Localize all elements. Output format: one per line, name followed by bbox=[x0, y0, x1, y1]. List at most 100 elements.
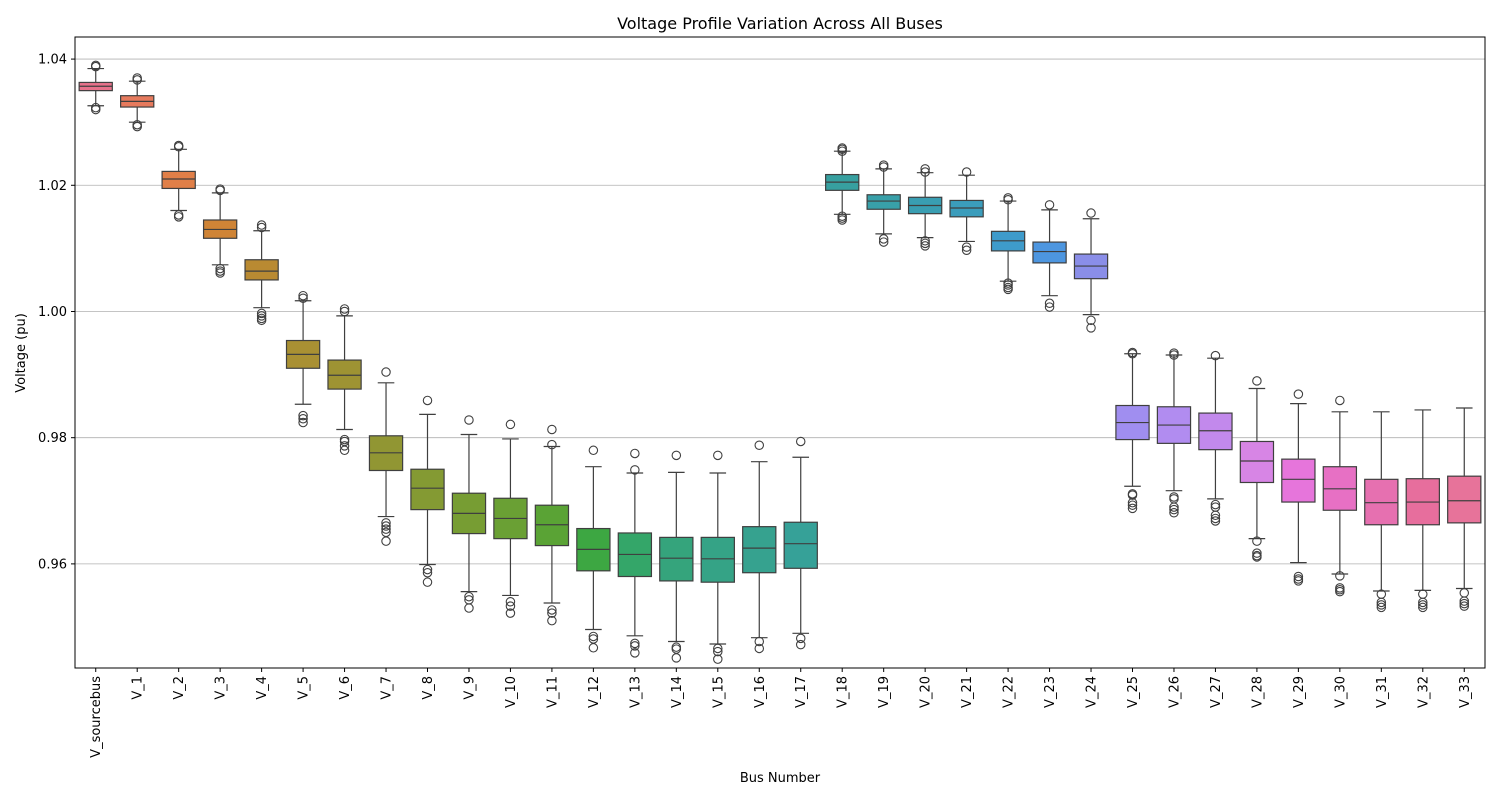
box-V_21 bbox=[949, 167, 984, 256]
outlier-point bbox=[588, 631, 599, 642]
outlier-point bbox=[1127, 347, 1138, 358]
outlier-point bbox=[1335, 395, 1345, 406]
outlier-point bbox=[1376, 600, 1387, 610]
box-V_14 bbox=[659, 450, 694, 663]
outlier-point bbox=[713, 654, 723, 664]
outlier-point bbox=[547, 615, 557, 626]
outlier-point bbox=[381, 536, 391, 546]
outlier-point bbox=[1003, 193, 1013, 203]
outlier-point bbox=[1127, 489, 1138, 499]
outlier-point bbox=[422, 567, 433, 578]
outlier-point bbox=[215, 184, 225, 194]
outlier-point bbox=[256, 222, 267, 233]
box-body bbox=[949, 199, 984, 218]
outlier-point bbox=[1044, 298, 1055, 309]
outlier-point bbox=[1459, 598, 1470, 609]
outlier-point bbox=[339, 441, 350, 451]
outlier-point bbox=[505, 601, 516, 611]
box-body bbox=[534, 504, 570, 547]
outlier-point bbox=[754, 636, 765, 647]
x-tick-label: V_32 bbox=[1416, 676, 1431, 708]
outlier-point bbox=[1335, 585, 1345, 595]
outlier-point bbox=[1459, 588, 1470, 598]
outlier-point bbox=[754, 643, 765, 654]
x-tick-label: V_30 bbox=[1333, 676, 1348, 708]
box-V_22 bbox=[990, 193, 1026, 295]
x-tick-label: V_7 bbox=[380, 676, 395, 700]
y-tick-label: 1.04 bbox=[38, 53, 67, 68]
outlier-point bbox=[464, 415, 474, 425]
outlier-point bbox=[920, 164, 930, 174]
x-tick-label: V_23 bbox=[1043, 676, 1058, 708]
x-tick-label: V_2 bbox=[172, 676, 187, 700]
x-tick-label: V_4 bbox=[255, 676, 270, 700]
outlier-point bbox=[837, 213, 847, 223]
outlier-point bbox=[547, 424, 557, 435]
outlier-point bbox=[505, 596, 516, 607]
box-V_33 bbox=[1447, 407, 1482, 611]
outlier-point bbox=[1210, 513, 1221, 524]
x-axis-title: Bus Number bbox=[740, 771, 821, 786]
box-V_12 bbox=[576, 445, 611, 653]
outlier-point bbox=[381, 521, 391, 531]
outlier-point bbox=[1169, 494, 1179, 504]
x-tick-label: V_24 bbox=[1085, 676, 1100, 708]
x-tick-label: V_31 bbox=[1375, 676, 1390, 708]
x-tick-label: V_8 bbox=[421, 676, 436, 700]
outlier-point bbox=[1252, 548, 1262, 558]
outlier-point bbox=[1252, 376, 1262, 386]
y-tick-label: 1.00 bbox=[38, 305, 67, 320]
box-V_24 bbox=[1073, 208, 1109, 333]
outlier-point bbox=[173, 140, 184, 151]
outlier-point bbox=[1418, 589, 1428, 599]
box-V_15 bbox=[700, 450, 735, 664]
outlier-point bbox=[671, 642, 682, 652]
outlier-point bbox=[671, 653, 682, 663]
box-V_32 bbox=[1405, 409, 1440, 613]
outlier-point bbox=[588, 445, 599, 456]
box-body bbox=[1281, 458, 1316, 503]
outlier-point bbox=[256, 311, 267, 321]
axes: 0.96 0.98 1.00 1.02 1.04 V_sourcebus V_1 V_2 V_3… bbox=[38, 36, 1486, 758]
outlier-point bbox=[1169, 492, 1179, 502]
outlier-point bbox=[1293, 574, 1304, 584]
outlier-point bbox=[256, 308, 267, 319]
box-body bbox=[1198, 412, 1233, 451]
x-tick-label: V_20 bbox=[919, 676, 934, 708]
outlier-point bbox=[256, 220, 267, 230]
outlier-point bbox=[298, 410, 308, 421]
outlier-point bbox=[132, 119, 142, 130]
outlier-point bbox=[339, 304, 350, 314]
outlier-point bbox=[630, 648, 640, 658]
outlier-point bbox=[1086, 315, 1096, 326]
outlier-point bbox=[1210, 502, 1221, 512]
box-body bbox=[244, 259, 279, 281]
x-tick-label: V_22 bbox=[1002, 676, 1017, 708]
outlier-point bbox=[1086, 208, 1096, 218]
box-body bbox=[866, 194, 901, 210]
outlier-point bbox=[671, 644, 682, 654]
box-V_31 bbox=[1364, 411, 1399, 613]
outlier-point bbox=[1210, 516, 1221, 526]
box-body bbox=[783, 521, 818, 569]
outlier-point bbox=[713, 450, 723, 461]
outlier-point bbox=[381, 524, 391, 534]
chart-title: Voltage Profile Variation Across All Bus… bbox=[617, 14, 943, 33]
box-body bbox=[1032, 241, 1067, 264]
outlier-point bbox=[464, 603, 474, 613]
outlier-point bbox=[1169, 504, 1179, 515]
x-tick-label: V_25 bbox=[1126, 676, 1141, 708]
outlier-point bbox=[1044, 302, 1055, 312]
outlier-point bbox=[339, 434, 350, 445]
box-V_5 bbox=[285, 290, 321, 428]
x-tick-label: V_10 bbox=[504, 676, 519, 708]
outlier-point bbox=[1210, 350, 1221, 361]
box-V_27 bbox=[1198, 350, 1233, 526]
outlier-point bbox=[920, 167, 930, 177]
y-tick-label: 1.02 bbox=[38, 179, 67, 194]
outlier-point bbox=[381, 367, 391, 377]
outlier-point bbox=[90, 60, 101, 71]
outlier-point bbox=[795, 436, 806, 447]
outlier-point bbox=[630, 465, 640, 475]
